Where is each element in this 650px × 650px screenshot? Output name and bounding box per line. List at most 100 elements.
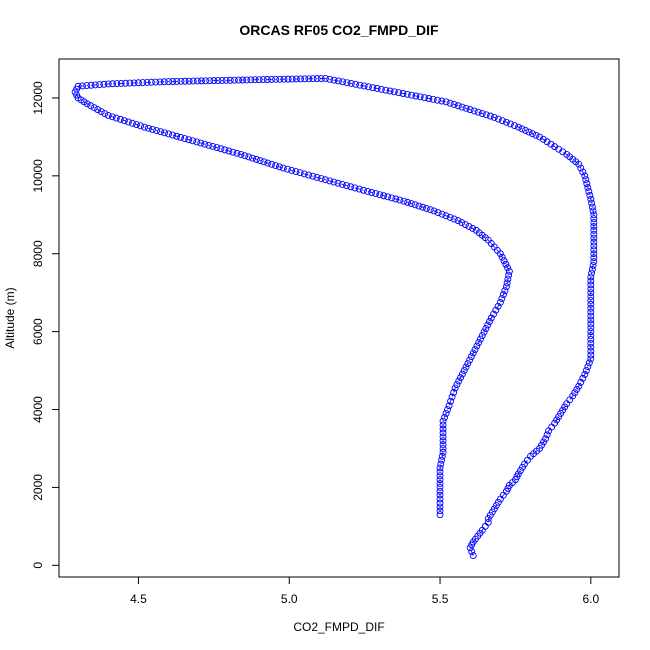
y-tick-label: 0: [31, 562, 45, 569]
data-point: [436, 491, 444, 499]
y-axis: 0 2000 4000 6000 8000 10000 12000: [31, 81, 60, 569]
data-point: [504, 264, 512, 272]
data-point: [446, 213, 454, 221]
data-point: [482, 325, 490, 332]
data-point: [587, 289, 595, 297]
data-point: [582, 367, 590, 375]
y-tick-label: 8000: [31, 240, 45, 267]
data-point: [369, 84, 377, 92]
data-point: [313, 173, 321, 181]
data-point: [487, 314, 495, 322]
data-point: [169, 131, 177, 139]
data-point: [436, 480, 444, 487]
data-point: [108, 113, 116, 121]
data-point: [587, 347, 595, 355]
data-point: [382, 86, 390, 94]
data-point: [101, 110, 109, 117]
data-point: [547, 140, 555, 148]
data-point: [434, 96, 441, 104]
data-point: [339, 78, 347, 86]
data-point: [448, 393, 456, 401]
data-point: [321, 75, 329, 82]
data-point: [439, 429, 447, 437]
data-point: [590, 258, 598, 265]
data-point: [113, 80, 121, 88]
data-point: [97, 108, 105, 116]
data-point: [263, 76, 271, 83]
data-point: [352, 80, 360, 88]
y-tick-label: 12000: [31, 81, 45, 115]
data-point: [152, 78, 160, 86]
data-point: [399, 90, 407, 97]
data-point: [498, 295, 506, 302]
y-tick-label: 10000: [31, 159, 45, 193]
chart-title: ORCAS RF05 CO2_FMPD_DIF: [239, 22, 439, 38]
data-point: [376, 191, 384, 199]
data-point: [480, 328, 488, 336]
data-point: [590, 254, 598, 262]
data-point: [87, 102, 95, 110]
data-point: [120, 117, 128, 125]
data-point: [590, 230, 598, 238]
data-point: [455, 377, 463, 385]
data-point: [436, 511, 444, 519]
data-point: [256, 157, 264, 165]
data-point: [193, 77, 201, 85]
data-point: [156, 78, 164, 86]
data-point: [587, 195, 595, 203]
data-point: [510, 122, 518, 129]
data-point: [439, 421, 447, 429]
data-point: [457, 374, 464, 382]
data-point: [438, 97, 446, 105]
data-point: [532, 131, 540, 139]
data-point: [241, 152, 249, 160]
data-point: [499, 291, 507, 299]
data-point: [439, 448, 447, 456]
data-point: [492, 306, 500, 314]
data-point: [587, 273, 595, 281]
data-point: [577, 164, 585, 172]
data-point: [461, 221, 469, 228]
data-point: [525, 128, 533, 136]
data-point: [213, 144, 221, 152]
data-point: [229, 148, 237, 156]
data-point: [484, 321, 492, 329]
data-point: [272, 162, 279, 170]
data-point: [577, 378, 585, 386]
data-point: [275, 163, 283, 171]
data-point: [100, 80, 108, 88]
data-point: [305, 171, 312, 179]
data-point: [587, 293, 595, 301]
data-point: [579, 168, 587, 176]
data-point: [104, 112, 112, 119]
data-point: [343, 182, 350, 190]
data-point: [588, 265, 596, 273]
data-point: [268, 160, 276, 168]
data-point: [83, 100, 91, 108]
data-point: [504, 275, 512, 283]
data-point: [450, 215, 458, 223]
data-point: [587, 324, 595, 332]
data-point: [185, 136, 193, 144]
data-point: [396, 196, 404, 204]
data-point: [403, 90, 411, 98]
data-point: [217, 145, 225, 153]
data-point: [288, 166, 296, 174]
data-point: [589, 207, 597, 215]
data-point: [189, 137, 197, 145]
data-point: [272, 75, 280, 83]
data-point: [136, 122, 144, 130]
data-point: [590, 238, 598, 246]
data-point: [590, 211, 598, 219]
data-point: [384, 193, 392, 201]
data-point: [380, 192, 388, 200]
data-point: [543, 138, 551, 146]
data-point: [453, 381, 461, 389]
data-point: [252, 155, 260, 163]
data-point: [165, 78, 173, 86]
data-point: [214, 77, 222, 84]
x-tick-label: 5.5: [432, 592, 449, 606]
data-point: [161, 129, 169, 137]
data-point: [373, 85, 381, 92]
